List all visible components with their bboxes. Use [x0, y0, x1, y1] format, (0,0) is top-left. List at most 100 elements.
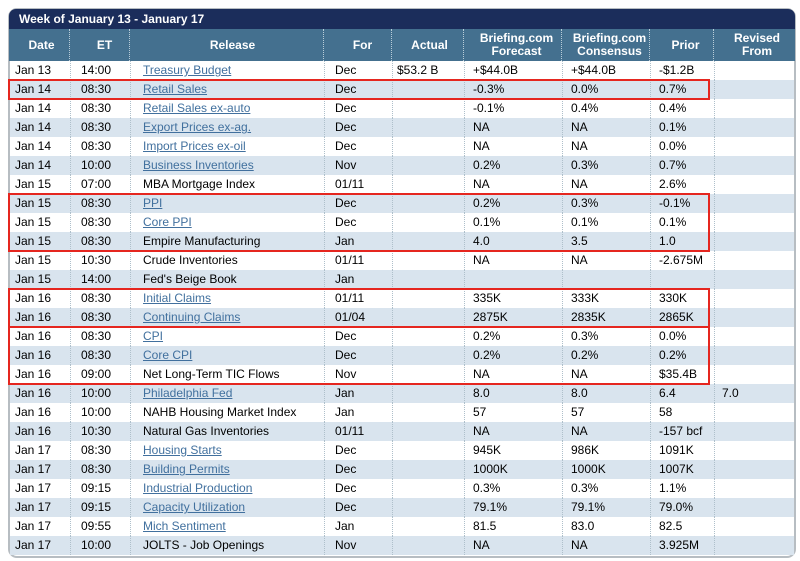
release-link[interactable]: Business Inventories	[143, 158, 254, 172]
cell-for: 01/11	[324, 175, 392, 194]
release-link[interactable]: Mich Sentiment	[143, 519, 226, 533]
cell-release: Philadelphia Fed	[130, 384, 324, 403]
release-link[interactable]: PPI	[143, 196, 163, 210]
column-header-forecast: Briefing.com Forecast	[463, 29, 561, 61]
cell-actual	[392, 289, 464, 308]
cell-revised-from	[714, 156, 794, 175]
cell-release: NAHB Housing Market Index	[130, 403, 324, 422]
cell-et: 10:00	[70, 403, 130, 422]
column-header-revised-from: Revised From	[713, 29, 793, 61]
release-link[interactable]: Continuing Claims	[143, 310, 241, 324]
cell-release: Continuing Claims	[130, 308, 324, 327]
cell-forecast: 0.2%	[464, 156, 562, 175]
cell-revised-from	[714, 460, 794, 479]
cell-consensus: 2835K	[562, 308, 650, 327]
cell-for: Dec	[324, 99, 392, 118]
cell-date: Jan 13	[15, 63, 52, 77]
release-link[interactable]: Industrial Production	[143, 481, 253, 495]
cell-et: 14:00	[70, 270, 130, 289]
cell-et: 08:30	[70, 346, 130, 365]
cell-date: Jan 14	[15, 101, 52, 115]
cell-actual	[392, 175, 464, 194]
cell-prior: -2.675M	[650, 251, 714, 270]
cell-prior: 0.0%	[650, 137, 714, 156]
cell-consensus: 57	[562, 403, 650, 422]
cell-actual	[392, 251, 464, 270]
cell-et: 08:30	[70, 213, 130, 232]
cell-actual	[392, 308, 464, 327]
cell-revised-from	[714, 270, 794, 289]
release-link[interactable]: Core PPI	[143, 215, 192, 229]
cell-prior: 1.0	[650, 232, 714, 251]
cell-consensus	[562, 270, 650, 289]
table-row: Jan 15 10:30 Crude Inventories 01/11 NA …	[10, 251, 794, 270]
cell-for: Dec	[324, 137, 392, 156]
table-row: Jan 15 14:00 Fed's Beige Book Jan	[10, 270, 794, 289]
cell-release: Core PPI	[130, 213, 324, 232]
cell-revised-from	[714, 118, 794, 137]
cell-forecast: 0.2%	[464, 327, 562, 346]
release-link[interactable]: Core CPI	[143, 348, 193, 362]
cell-release: Natural Gas Inventories	[130, 422, 324, 441]
cell-forecast: 8.0	[464, 384, 562, 403]
cell-date: Jan 17	[15, 443, 52, 457]
cell-prior: 1091K	[650, 441, 714, 460]
cell-forecast: -0.3%	[464, 80, 562, 99]
cell-prior: -157 bcf	[650, 422, 714, 441]
table-row: Jan 16 08:30 CPI Dec 0.2% 0.3% 0.0%	[10, 327, 794, 346]
cell-prior: 0.0%	[650, 327, 714, 346]
cell-forecast: 81.5	[464, 517, 562, 536]
cell-date: Jan 16	[15, 405, 52, 419]
cell-release: Core CPI	[130, 346, 324, 365]
cell-consensus: 0.3%	[562, 479, 650, 498]
release-link[interactable]: Export Prices ex-ag.	[143, 120, 252, 134]
cell-et: 08:30	[70, 441, 130, 460]
cell-release: CPI	[130, 327, 324, 346]
cell-prior: 82.5	[650, 517, 714, 536]
cell-et: 10:00	[70, 156, 130, 175]
cell-actual	[392, 137, 464, 156]
cell-for: 01/11	[324, 251, 392, 270]
cell-et: 10:30	[70, 422, 130, 441]
release-link[interactable]: Treasury Budget	[143, 63, 232, 77]
cell-et: 08:30	[70, 194, 130, 213]
release-link[interactable]: Capacity Utilization	[143, 500, 246, 514]
release-link[interactable]: Retail Sales ex-auto	[143, 101, 251, 115]
table-row: Jan 17 08:30 Building Permits Dec 1000K …	[10, 460, 794, 479]
release-link[interactable]: Building Permits	[143, 462, 230, 476]
cell-release: Treasury Budget	[130, 61, 324, 80]
release-link[interactable]: Initial Claims	[143, 291, 212, 305]
cell-forecast: 0.2%	[464, 194, 562, 213]
cell-consensus: NA	[562, 251, 650, 270]
cell-date: Jan 14	[15, 158, 52, 172]
economic-calendar: Week of January 13 - January 17 Date ET …	[8, 8, 796, 558]
release-link[interactable]: Philadelphia Fed	[143, 386, 233, 400]
cell-actual	[392, 479, 464, 498]
release-link[interactable]: Import Prices ex-oil	[143, 139, 246, 153]
cell-release: Retail Sales ex-auto	[130, 99, 324, 118]
cell-et: 08:30	[70, 99, 130, 118]
cell-for: Dec	[324, 479, 392, 498]
release-link[interactable]: Housing Starts	[143, 443, 222, 457]
cell-et: 09:15	[70, 498, 130, 517]
cell-date: Jan 15	[15, 272, 52, 286]
cell-consensus: 79.1%	[562, 498, 650, 517]
cell-prior: 79.0%	[650, 498, 714, 517]
table-row: Jan 13 14:00 Treasury Budget Dec $53.2 B…	[10, 61, 794, 80]
cell-release: JOLTS - Job Openings	[130, 536, 324, 555]
cell-release: Building Permits	[130, 460, 324, 479]
cell-consensus: 1000K	[562, 460, 650, 479]
release-link[interactable]: CPI	[143, 329, 164, 343]
cell-prior	[650, 270, 714, 289]
cell-et: 10:30	[70, 251, 130, 270]
cell-for: Dec	[324, 498, 392, 517]
release-link[interactable]: Retail Sales	[143, 82, 208, 96]
cell-date: Jan 16	[15, 348, 52, 362]
cell-et: 08:30	[70, 118, 130, 137]
cell-consensus: 0.3%	[562, 194, 650, 213]
table-row: Jan 15 08:30 Core PPI Dec 0.1% 0.1% 0.1%	[10, 213, 794, 232]
cell-for: Jan	[324, 403, 392, 422]
cell-release: Capacity Utilization	[130, 498, 324, 517]
cell-revised-from	[714, 498, 794, 517]
cell-for: 01/11	[324, 289, 392, 308]
